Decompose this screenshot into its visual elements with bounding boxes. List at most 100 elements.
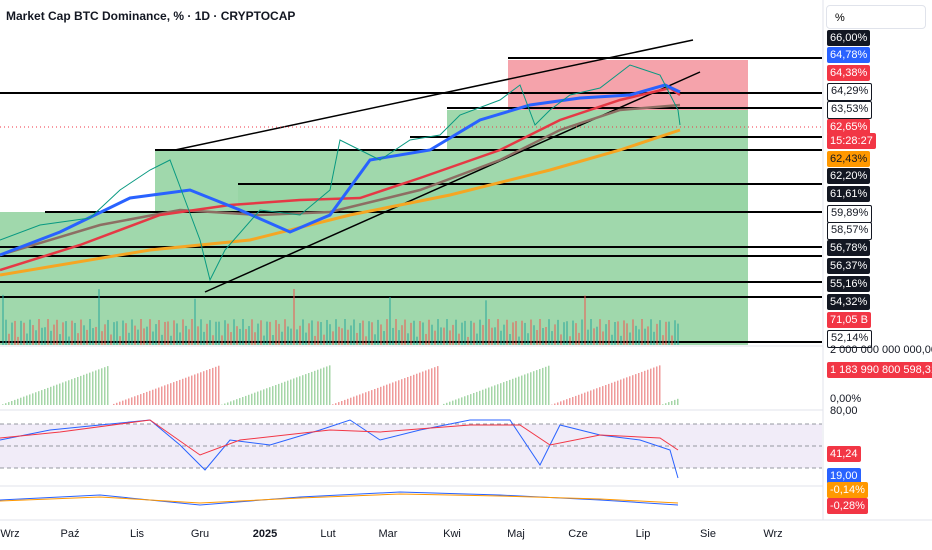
indicator-label: -0,28%: [827, 498, 868, 514]
histogram-bar: [32, 393, 34, 405]
histogram-bar: [509, 379, 511, 405]
histogram-bar: [227, 402, 229, 405]
volume-bar: [215, 321, 217, 345]
volume-bar: [560, 334, 562, 345]
volume-bar: [197, 326, 199, 345]
histogram-bar: [560, 401, 562, 405]
histogram-bar: [572, 397, 574, 405]
histogram-bar: [485, 388, 487, 405]
histogram-bar: [368, 391, 370, 405]
histogram-bar: [671, 401, 673, 405]
volume-bar: [335, 319, 337, 345]
price-label: 63,53%: [827, 101, 873, 119]
volume-bar: [632, 319, 634, 345]
histogram-bar: [140, 394, 142, 405]
histogram-bar: [473, 393, 475, 405]
histogram-bar: [611, 382, 613, 405]
volume-bar: [275, 320, 277, 345]
histogram-bar: [116, 402, 118, 405]
histogram-bar: [557, 402, 559, 405]
volume-bar: [11, 322, 13, 345]
histogram-bar: [347, 398, 349, 405]
volume-bar: [44, 327, 46, 345]
histogram-bar: [665, 403, 667, 405]
volume-bar: [362, 320, 364, 345]
volume-bar: [203, 331, 205, 345]
volume-bar: [644, 328, 646, 345]
volume-bar: [341, 328, 343, 345]
volume-bar: [32, 325, 34, 345]
volume-bar: [65, 321, 67, 345]
volume-bar: [338, 326, 340, 345]
histogram-bar: [410, 375, 412, 405]
volume-bar: [95, 326, 97, 345]
volume-bar: [329, 324, 331, 345]
histogram-bar: [530, 372, 532, 405]
histogram-bar: [323, 367, 325, 405]
histogram-bar: [146, 391, 148, 405]
unit-box[interactable]: %: [826, 5, 926, 29]
time-label: 2025: [252, 528, 278, 540]
histogram-bar: [446, 402, 448, 405]
volume-bar: [302, 319, 304, 345]
price-label: 15:28:27: [827, 133, 876, 149]
volume-bar: [494, 327, 496, 345]
histogram-bar: [305, 374, 307, 405]
histogram-bar: [401, 379, 403, 405]
histogram-bar: [251, 393, 253, 405]
histogram-bar: [395, 381, 397, 405]
volume-bar: [437, 319, 439, 345]
volume-bar: [296, 329, 298, 345]
volume-bar: [104, 324, 106, 345]
histogram-bar: [359, 394, 361, 405]
volume-bar: [260, 320, 262, 345]
histogram-bar: [539, 369, 541, 405]
volume-bar: [383, 331, 385, 345]
volume-bar: [2, 294, 4, 345]
histogram-bar: [179, 379, 181, 405]
volume-bar: [671, 335, 673, 345]
volume-bar: [452, 324, 454, 345]
histogram-bar: [617, 380, 619, 405]
histogram-bar: [56, 384, 58, 405]
volume-bar: [524, 322, 526, 345]
histogram-bar: [17, 398, 19, 405]
volume-bar: [584, 295, 586, 345]
histogram-bar: [209, 369, 211, 405]
volume-bar: [98, 289, 100, 345]
indicator-label: -0,14%: [827, 482, 868, 498]
volume-bar: [368, 321, 370, 345]
histogram-bar: [191, 375, 193, 405]
histogram-bar: [35, 392, 37, 405]
histogram-bar: [377, 387, 379, 405]
price-label: 71,05 B: [827, 312, 871, 328]
histogram-bar: [581, 393, 583, 405]
volume-bar: [167, 321, 169, 345]
volume-bar: [398, 330, 400, 345]
histogram-bar: [371, 390, 373, 405]
volume-bar: [572, 320, 574, 345]
histogram-bar: [281, 382, 283, 405]
histogram-bar: [635, 374, 637, 405]
volume-bar: [17, 336, 19, 345]
histogram-bar: [95, 370, 97, 405]
histogram-bar: [131, 397, 133, 405]
volume-bar: [8, 333, 10, 345]
volume-bar: [206, 323, 208, 345]
histogram-bar: [11, 401, 13, 405]
volume-bar: [116, 321, 118, 345]
histogram-bar: [98, 369, 100, 405]
volume-bar: [287, 326, 289, 345]
histogram-bar: [14, 399, 16, 405]
histogram-bar: [524, 374, 526, 405]
volume-bar: [425, 333, 427, 345]
histogram-bar: [482, 389, 484, 405]
histogram-bar: [167, 384, 169, 405]
histogram-bar: [413, 374, 415, 405]
time-label: Mar: [378, 528, 398, 540]
indicator-label: 41,24: [827, 446, 861, 462]
volume-bar: [251, 319, 253, 345]
histogram-bar: [548, 365, 550, 405]
volume-bar: [23, 322, 25, 345]
histogram-bar: [467, 395, 469, 405]
